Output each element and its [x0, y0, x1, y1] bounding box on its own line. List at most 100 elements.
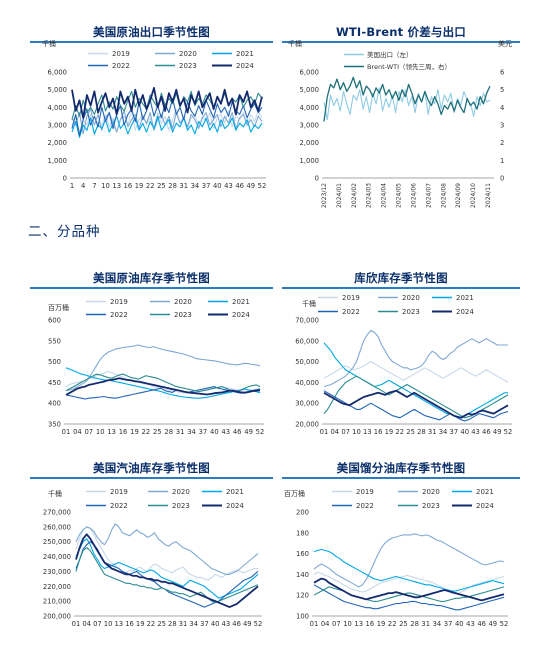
x-tick-label: 2024/03: [366, 183, 373, 208]
y-axis-label: 千桶: [42, 39, 56, 48]
x-tick-label: 40: [211, 620, 220, 628]
x-tick-label: 2024/06: [410, 183, 417, 208]
x-tick-label: 2023/12: [321, 183, 328, 208]
x-tick-label: 43: [222, 620, 231, 628]
x-tick-label: 2024/01: [336, 183, 343, 208]
legend-label: 2020: [174, 298, 192, 306]
y-tick-label: 4,000: [48, 104, 67, 112]
y-tick-label: 0: [63, 175, 67, 183]
y-tick-label: 180: [296, 529, 309, 537]
title-rule: [30, 287, 273, 289]
x-tick-label: 31: [421, 620, 430, 628]
legend-label: 2020: [422, 488, 440, 496]
x-tick-label: 19: [130, 428, 139, 436]
y-tick-label: 30,000: [295, 400, 319, 408]
series-line-2021: [75, 538, 259, 599]
title-rule: [282, 477, 520, 479]
x-tick-label: 13: [114, 620, 123, 628]
x-tick-label: 49: [244, 428, 253, 436]
x-tick-label: 46: [235, 182, 244, 190]
y-tick-label-right: 5: [500, 86, 504, 94]
title-rule: [30, 477, 273, 479]
y-tick-label: 2,000: [48, 139, 67, 147]
chart-title: 美国馏分油库存季节性图: [336, 461, 466, 475]
series-line-2024: [313, 577, 505, 602]
x-tick-label: 37: [202, 182, 211, 190]
x-tick-label: 40: [210, 428, 219, 436]
chart-title: 美国原油出口季节性图: [93, 25, 210, 39]
y-tick-label: 4,000: [300, 104, 319, 112]
x-tick-label: 7: [92, 182, 96, 190]
crude-export-panel: 美国原油出口季节性图 千桶 0 1,000 2,000 3,000 4,000 5,000 6…: [30, 24, 273, 200]
y-tick-label-right: 3: [500, 122, 504, 130]
legend-label: 美国出口（左）: [367, 50, 413, 59]
y-tick-label: 350: [48, 421, 61, 429]
y-tick-label: 140: [296, 571, 309, 579]
series-line-2023: [75, 547, 259, 604]
title-rule: [30, 41, 273, 43]
x-tick-label: 2024/05: [396, 183, 403, 208]
x-tick-label: 04: [330, 428, 339, 436]
chart-title: 库欣库存季节性图: [354, 271, 448, 285]
wti-brent-panel: WTI-Brent 价差与出口 千桶 美元 0 1,000 2,000 3,000 4,00…: [282, 24, 520, 208]
x-tick-label: 25: [157, 182, 166, 190]
chart-title: WTI-Brent 价差与出口: [335, 25, 466, 39]
x-tick-label: 13: [107, 428, 116, 436]
y-tick-label: 200: [296, 509, 309, 517]
x-tick-label: 40: [460, 428, 469, 436]
y-axis-label: 千桶: [288, 39, 302, 48]
legend-label: 2022: [112, 62, 130, 70]
y-tick-label: 100: [296, 613, 309, 621]
y-tick-label: 550: [48, 337, 61, 345]
x-tick-label: 04: [73, 428, 82, 436]
legend-label: 2020: [402, 294, 420, 302]
x-tick-label: 16: [125, 620, 134, 628]
legend-label: Brent-WTI（领先三周，右）: [367, 62, 451, 71]
x-tick-label: 10: [352, 428, 361, 436]
x-tick-label: 37: [450, 428, 459, 436]
y-tick-label: 5,000: [48, 86, 67, 94]
x-tick-label: 19: [136, 620, 145, 628]
y-tick-label: 250,000: [43, 538, 71, 546]
x-tick-label: 49: [246, 182, 255, 190]
y-tick-label-right: 4: [500, 104, 504, 112]
legend-label: 2021: [232, 298, 250, 306]
legend-label: 2019: [112, 50, 130, 58]
x-tick-label: 52: [504, 428, 513, 436]
x-tick-label: 01: [72, 620, 81, 628]
x-tick-label: 49: [243, 620, 252, 628]
x-tick-label: 43: [224, 182, 233, 190]
y-tick-label: 120: [296, 592, 309, 600]
x-tick-label: 2024/11: [485, 183, 492, 208]
legend-label: 2021: [226, 488, 244, 496]
title-rule: [282, 287, 520, 289]
series-line-2019: [75, 526, 258, 581]
series-line-2021: [65, 367, 261, 399]
y-tick-label-right: 6: [500, 69, 504, 77]
legend-label: 2019: [342, 294, 360, 302]
cushing-stocks-chart: 千桶 20,000 30,000 40,000 50,000 60,000 70,000 01…: [295, 294, 513, 436]
y-tick-label: 1,000: [48, 157, 67, 165]
distillate-stocks-panel: 美国馏分油库存季节性图 百万桶 100 120 140 160 180 200 01 04 07 1…: [282, 460, 520, 640]
x-tick-label: 25: [153, 428, 162, 436]
series-line-2020: [313, 533, 505, 588]
x-tick-label: 19: [377, 620, 386, 628]
legend-label: 2024: [232, 311, 250, 319]
legend-label: 2019: [110, 488, 128, 496]
y-tick-label: 50,000: [295, 358, 319, 366]
x-tick-label: 37: [200, 620, 209, 628]
x-tick-label: 19: [385, 428, 394, 436]
x-tick-label: 13: [354, 620, 363, 628]
series-line-2022: [313, 584, 505, 611]
x-tick-label: 34: [189, 620, 198, 628]
y-tick-label: 200,000: [43, 613, 71, 621]
x-tick-label: 2024/02: [351, 183, 358, 208]
x-tick-label: 13: [112, 182, 121, 190]
y-axis-label: 百万桶: [48, 303, 69, 312]
series-line-2024: [71, 87, 263, 119]
y-tick-label: 60,000: [295, 337, 319, 345]
x-tick-label: 2024/10: [470, 183, 477, 208]
series-line-Brent-WTI（领先三周，右）: [323, 76, 491, 122]
x-tick-label: 37: [444, 620, 453, 628]
